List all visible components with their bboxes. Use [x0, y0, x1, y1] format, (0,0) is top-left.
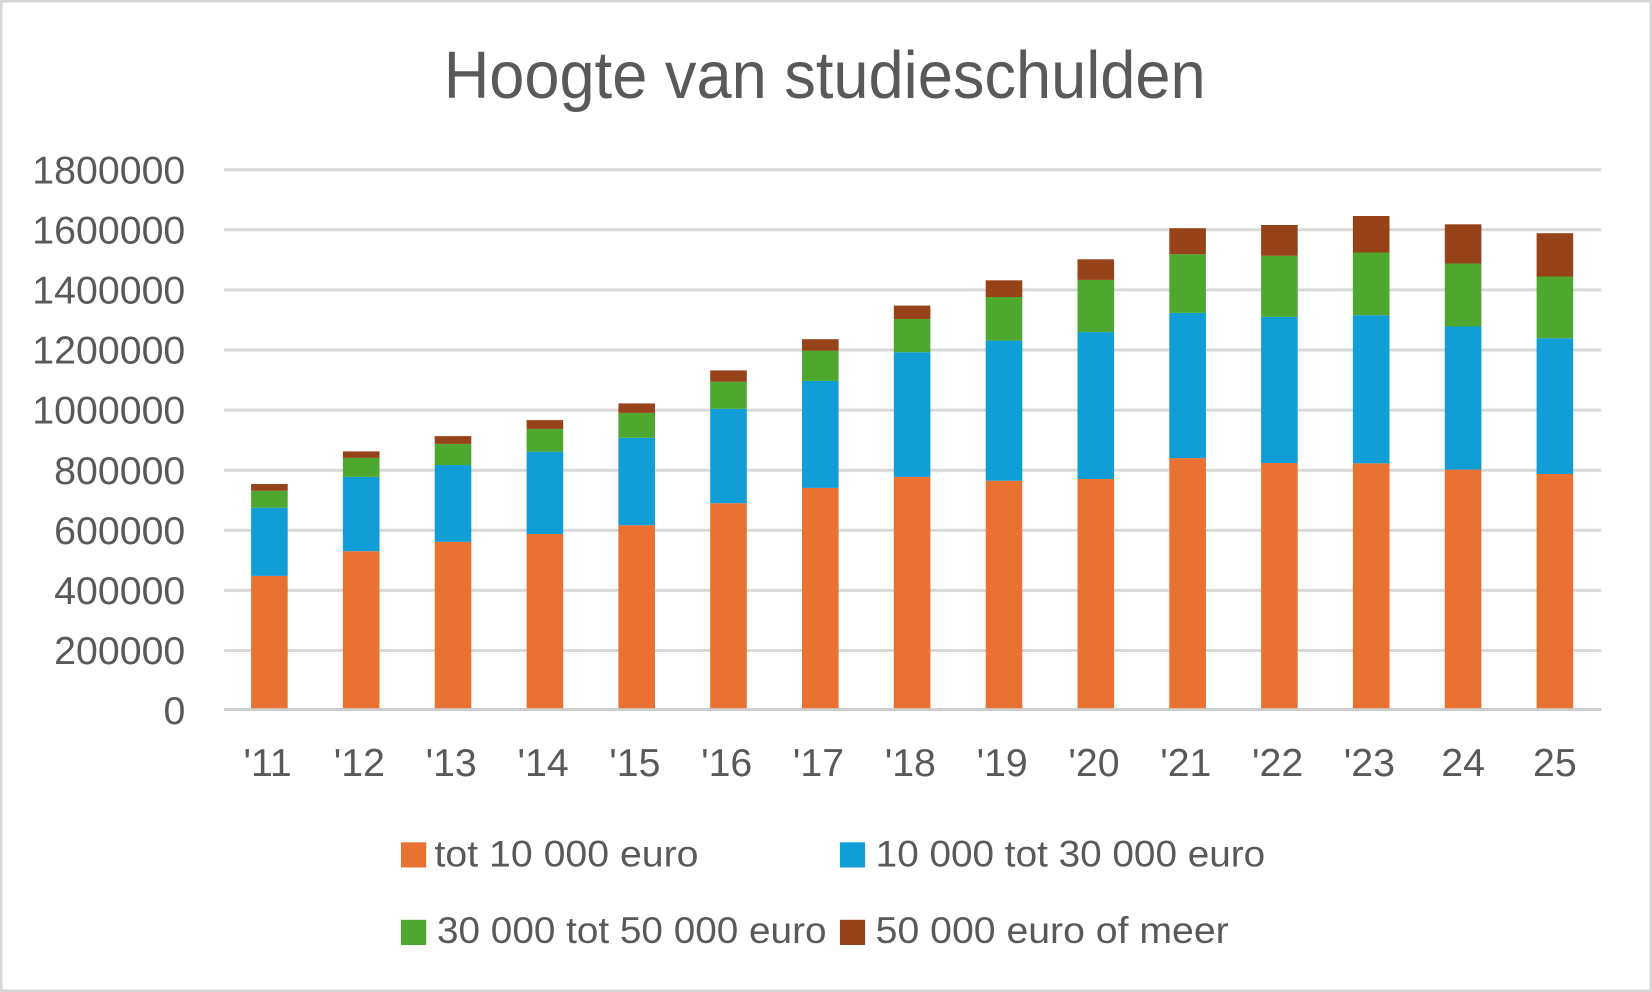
svg-text:50 000 euro of meer: 50 000 euro of meer	[876, 910, 1229, 951]
svg-text:'19: '19	[977, 741, 1028, 785]
svg-text:'15: '15	[609, 741, 660, 785]
svg-text:'16: '16	[701, 741, 752, 785]
svg-text:30 000 tot 50 000 euro: 30 000 tot 50 000 euro	[437, 910, 827, 951]
svg-text:800000: 800000	[54, 449, 185, 493]
svg-text:'20: '20	[1068, 741, 1119, 785]
svg-text:400000: 400000	[54, 569, 185, 613]
svg-text:'12: '12	[334, 741, 385, 785]
svg-text:1800000: 1800000	[32, 148, 185, 192]
svg-text:24: 24	[1441, 741, 1485, 785]
svg-text:25: 25	[1533, 741, 1577, 785]
svg-text:'13: '13	[426, 741, 477, 785]
svg-text:'22: '22	[1252, 741, 1303, 785]
svg-text:1200000: 1200000	[32, 329, 185, 373]
svg-text:'23: '23	[1344, 741, 1395, 785]
svg-text:'14: '14	[517, 741, 568, 785]
svg-text:tot 10 000 euro: tot 10 000 euro	[435, 833, 699, 874]
svg-text:0: 0	[163, 689, 185, 733]
svg-text:200000: 200000	[54, 629, 185, 673]
svg-text:10 000 tot 30 000 euro: 10 000 tot 30 000 euro	[876, 833, 1265, 874]
svg-text:600000: 600000	[54, 509, 185, 553]
svg-text:Hoogte van studieschulden: Hoogte van studieschulden	[444, 38, 1206, 113]
svg-text:1400000: 1400000	[32, 269, 185, 313]
svg-text:'11: '11	[243, 741, 291, 785]
svg-text:'17: '17	[793, 741, 844, 785]
svg-text:1000000: 1000000	[32, 389, 185, 433]
svg-text:'21: '21	[1160, 741, 1211, 785]
svg-text:1600000: 1600000	[32, 208, 185, 252]
svg-text:'18: '18	[885, 741, 936, 785]
